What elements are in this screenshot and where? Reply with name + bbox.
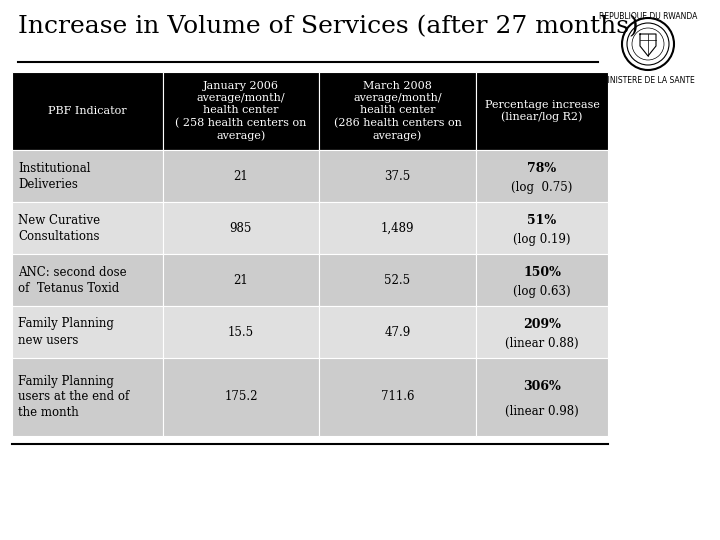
Bar bbox=[319, 72, 476, 150]
Bar bbox=[319, 150, 476, 202]
Bar bbox=[12, 358, 163, 436]
Text: PBF Indicator: PBF Indicator bbox=[48, 106, 127, 116]
Bar bbox=[476, 202, 608, 254]
Text: January 2006
average/month/
health center
( 258 health centers on
average): January 2006 average/month/ health cente… bbox=[175, 82, 307, 140]
Bar bbox=[319, 358, 476, 436]
Bar bbox=[12, 150, 163, 202]
Text: 306%: 306% bbox=[523, 380, 561, 393]
Bar bbox=[476, 150, 608, 202]
Bar bbox=[319, 202, 476, 254]
Text: MINISTERE DE LA SANTE: MINISTERE DE LA SANTE bbox=[601, 76, 695, 85]
Text: March 2008
average/month/
health center
(286 health centers on
average): March 2008 average/month/ health center … bbox=[333, 82, 462, 140]
Text: Family Planning
users at the end of
the month: Family Planning users at the end of the … bbox=[18, 375, 130, 420]
Text: (linear 0.88): (linear 0.88) bbox=[505, 337, 579, 350]
Bar bbox=[163, 254, 319, 306]
Text: 175.2: 175.2 bbox=[224, 390, 258, 403]
Text: 37.5: 37.5 bbox=[384, 170, 410, 183]
Text: (linear 0.98): (linear 0.98) bbox=[505, 406, 579, 419]
Bar bbox=[12, 202, 163, 254]
Text: ANC: second dose
of  Tetanus Toxid: ANC: second dose of Tetanus Toxid bbox=[18, 266, 127, 294]
Bar bbox=[476, 358, 608, 436]
Text: 150%: 150% bbox=[523, 266, 561, 279]
Text: (log  0.75): (log 0.75) bbox=[511, 181, 572, 194]
Text: 78%: 78% bbox=[527, 162, 557, 175]
Bar bbox=[12, 72, 163, 150]
Text: 47.9: 47.9 bbox=[384, 326, 410, 339]
Text: 21: 21 bbox=[233, 170, 248, 183]
Text: Institutional
Deliveries: Institutional Deliveries bbox=[18, 161, 91, 191]
Bar bbox=[163, 358, 319, 436]
Text: Family Planning
new users: Family Planning new users bbox=[18, 318, 114, 347]
Bar bbox=[476, 306, 608, 358]
Bar bbox=[319, 306, 476, 358]
Text: 52.5: 52.5 bbox=[384, 273, 410, 287]
Bar bbox=[319, 254, 476, 306]
Bar bbox=[163, 150, 319, 202]
Text: 21: 21 bbox=[233, 273, 248, 287]
Text: 1,489: 1,489 bbox=[381, 221, 414, 234]
Bar bbox=[163, 202, 319, 254]
Bar bbox=[476, 254, 608, 306]
Bar bbox=[12, 254, 163, 306]
Bar bbox=[12, 306, 163, 358]
Text: Percentage increase
(linear/log R2): Percentage increase (linear/log R2) bbox=[485, 100, 599, 123]
Bar bbox=[476, 72, 608, 150]
Text: 15.5: 15.5 bbox=[228, 326, 254, 339]
Bar bbox=[163, 306, 319, 358]
Text: 711.6: 711.6 bbox=[381, 390, 414, 403]
Text: REPUBLIQUE DU RWANDA: REPUBLIQUE DU RWANDA bbox=[599, 12, 697, 21]
Text: 209%: 209% bbox=[523, 318, 561, 331]
Text: New Curative
Consultations: New Curative Consultations bbox=[18, 213, 100, 242]
Text: 985: 985 bbox=[230, 221, 252, 234]
Text: 51%: 51% bbox=[527, 214, 557, 227]
Text: (log 0.19): (log 0.19) bbox=[513, 233, 571, 246]
Text: (log 0.63): (log 0.63) bbox=[513, 285, 571, 298]
Text: Increase in Volume of Services (after 27 months): Increase in Volume of Services (after 27… bbox=[18, 15, 639, 38]
Bar bbox=[163, 72, 319, 150]
